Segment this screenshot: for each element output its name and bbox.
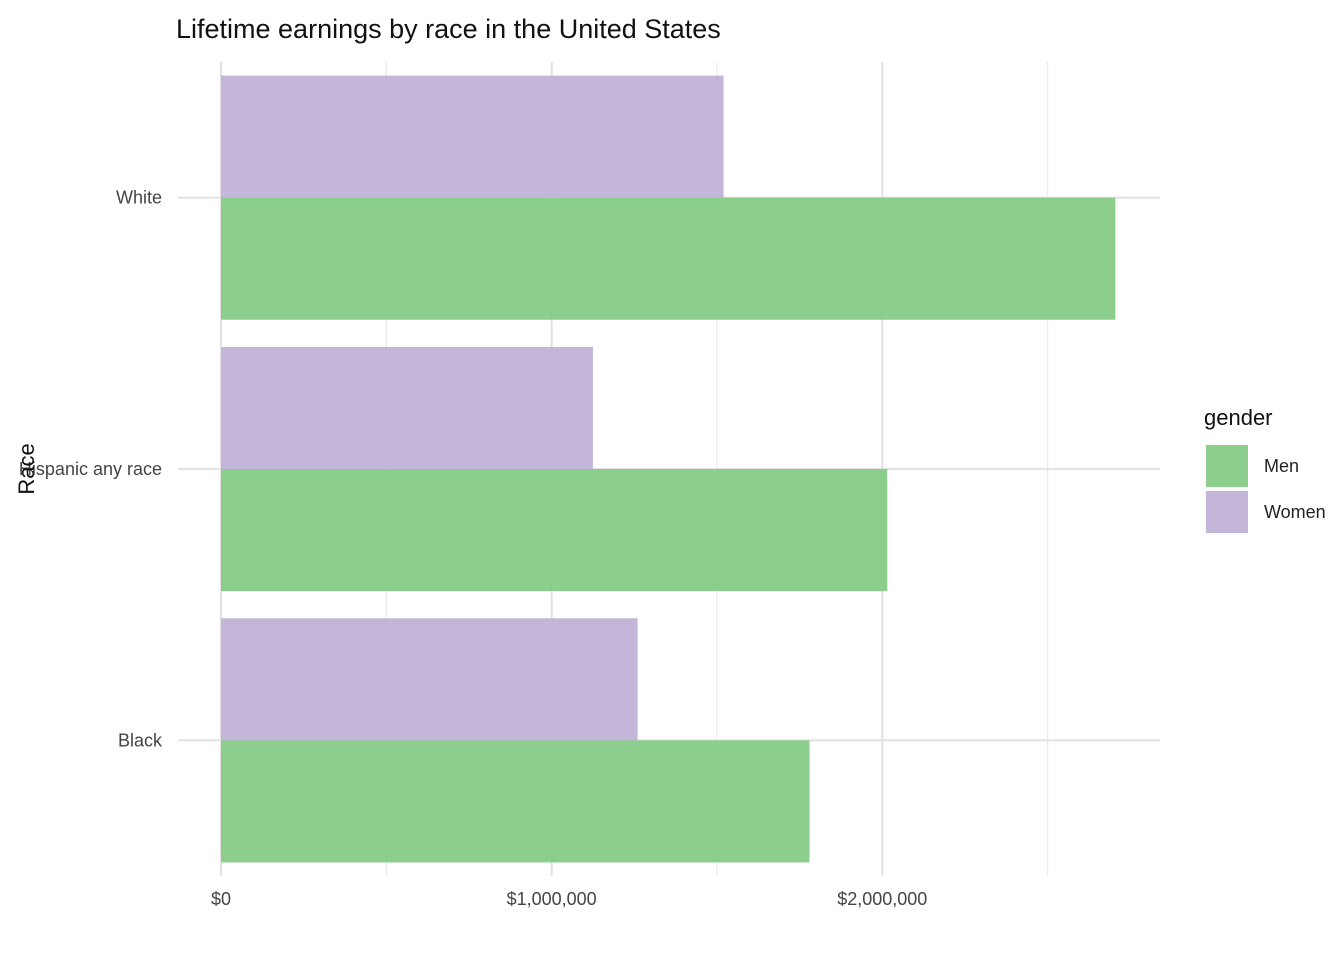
y-tick-label: Black [118,730,163,750]
y-tick-label: Hispanic any race [19,459,162,479]
chart-title: Lifetime earnings by race in the United … [176,14,721,44]
x-tick-label: $1,000,000 [507,889,597,909]
bars [221,75,1116,863]
x-axis: $0 $1,000,000 $2,000,000 [211,889,927,909]
x-tick-label: $2,000,000 [837,889,927,909]
bar-women-white [221,75,724,198]
legend-title: gender [1204,405,1273,430]
y-tick-label: White [116,188,162,208]
bar-men-black [221,740,810,863]
x-tick-label: $0 [211,889,231,909]
legend-key-men [1206,445,1248,487]
y-axis: White Hispanic any race Black [19,188,163,751]
legend-key-women [1206,491,1248,533]
bar-women-black [221,618,638,741]
bar-men-hispanic-any-race [221,469,888,592]
legend-label-men: Men [1264,456,1299,476]
legend: gender Men Women [1204,405,1326,533]
bar-women-hispanic-any-race [221,346,593,469]
bar-men-white [221,197,1116,320]
y-axis-title: Race [14,443,39,494]
legend-label-women: Women [1264,502,1326,522]
